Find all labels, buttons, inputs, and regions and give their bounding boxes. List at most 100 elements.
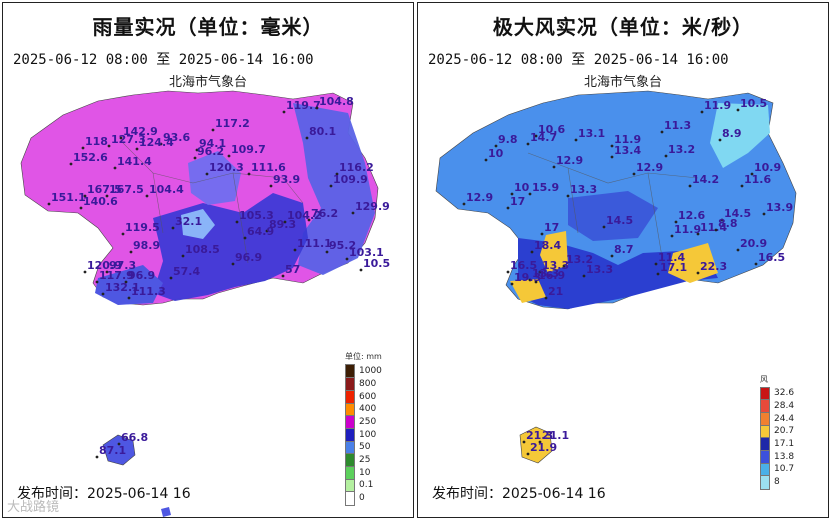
rain-station-dot [79,206,83,210]
rain-station-dot [325,250,329,254]
wind-station-dot [494,144,498,148]
wind-value-label: 8.7 [614,243,634,256]
wind-value-label: 18.4 [534,239,561,252]
rain-value-label: 152.6 [73,151,108,164]
rain-value-label: 93.9 [273,173,300,186]
wind-station-dot [534,280,538,284]
rain-value-label: 141.4 [117,155,152,168]
wind-station-dot [720,218,724,222]
wind-value-label: 13.3 [532,267,559,280]
rain-legend-value: 250 [359,417,377,428]
rain-station-dot [95,455,99,459]
rain-value-label: 116.2 [339,161,374,174]
rain-value-label: 120.3 [209,161,244,174]
wind-station-dot [528,192,532,196]
wind-value-label: 14.2 [692,173,719,186]
wind-value-label: 21 [548,285,563,298]
wind-value-label: 16.5 [758,251,785,264]
wind-station-dot [700,110,704,114]
rain-legend-value: 100 [359,429,377,440]
wind-legend-value: 28.4 [774,401,795,412]
wind-value-label: 14.5 [606,214,633,227]
wind-station-dot [506,270,510,274]
wind-station-dot [582,274,586,278]
wind-value-labels: 11.9 10.5 10.6 13.1 11.3 9.8 14.7 11.9 8.9 10 12.9… [462,97,793,456]
wind-source: 北海市气象台 [583,75,662,90]
rain-value-label: 66.8 [121,431,148,444]
rain-value-label: 57 [285,263,300,276]
wind-title: 极大风实况（单位：米/秒） [492,15,754,39]
rain-station-dot [247,172,251,176]
rain-value-label: 111.6 [251,161,286,174]
wind-legend: 风 32.6 28.4 24.4 20.7 17.1 13.8 10.7 8 [760,374,808,490]
rain-station-dot [195,148,199,152]
rain-value-label: 93.6 [163,131,190,144]
wind-value-label: 11.9 [704,99,731,112]
rain-value-label: 151.1 [51,191,86,204]
wind-value-label: 12.9 [556,154,583,167]
rain-legend-value: 50 [359,442,371,453]
wind-station-dot [528,278,532,282]
rain-value-label: 108.5 [185,243,220,256]
rain-legend-value: 1000 [359,366,382,377]
rain-island [102,434,136,466]
wind-value-label: 10.5 [740,97,767,110]
wind-light-east [710,103,770,168]
wind-station-dot [522,440,526,444]
wind-value-label: 11.4 [700,221,727,234]
rain-value-label: 142.9 [123,125,158,138]
wind-station-dot [526,142,530,146]
wind-station-dot [574,138,578,142]
rain-station-dot [113,166,117,170]
rain-station-dot [269,184,273,188]
wind-station-dot [610,144,614,148]
wind-value-label: 11.6 [744,173,771,186]
rain-value-label: 167.5 [109,183,144,196]
wind-dark-south [518,238,718,309]
rain-source: 北海市气象台 [168,75,247,90]
wind-station-dot [538,270,542,274]
rain-value-label: 120.9 [87,259,122,272]
wind-yellow-1 [540,231,568,273]
wind-station-dot [510,282,514,286]
wind-value-label: 13.3 [570,183,597,196]
rain-legend-value: 600 [359,391,377,402]
wind-legend-value: 13.8 [774,451,795,462]
rain-station-dot [227,154,231,158]
wind-station-dot [506,206,510,210]
wind-station-dot [718,138,722,142]
wind-value-label: 13.1 [578,127,605,140]
wind-value-label: 17.1 [660,261,687,274]
wind-value-label: 13.3 [542,259,569,272]
rain-value-label: 10.5 [363,257,390,270]
wind-value-label: 10 [488,147,504,160]
rain-station-dot [69,162,73,166]
rain-blue-east [293,103,375,275]
rain-value-label: 167.5 [87,183,122,196]
wind-yellow-3 [510,279,546,303]
wind-station-dot [510,192,514,196]
rain-legend-item: 0 [345,491,393,506]
rain-value-label: 109.9 [333,173,368,186]
rain-light-spot [181,209,215,239]
rain-value-label: 111.3 [131,285,166,298]
wind-legend-value: 10.7 [774,464,795,475]
rain-station-dot [83,194,87,198]
rain-legend-value: 800 [359,378,377,389]
rain-legend-value: 0.1 [359,480,374,491]
wind-value-label: 20.9 [740,237,767,250]
rain-station-dot [135,147,139,151]
wind-station-dot [660,130,664,134]
rain-value-label: 80.1 [309,125,336,138]
wind-value-label: 8.8 [718,217,738,230]
wind-value-label: 13.9 [766,201,793,214]
rain-station-dot [243,236,247,240]
rain-station-dot [169,276,173,280]
wind-value-label: 13.3 [586,263,613,276]
rain-value-label: 96.2 [197,145,224,158]
rain-station-dot [305,136,309,140]
rain-station-dot [105,194,109,198]
rain-value-label: 96.9 [128,269,155,282]
rain-station-dot [211,128,215,132]
wind-station-dot [754,262,758,266]
